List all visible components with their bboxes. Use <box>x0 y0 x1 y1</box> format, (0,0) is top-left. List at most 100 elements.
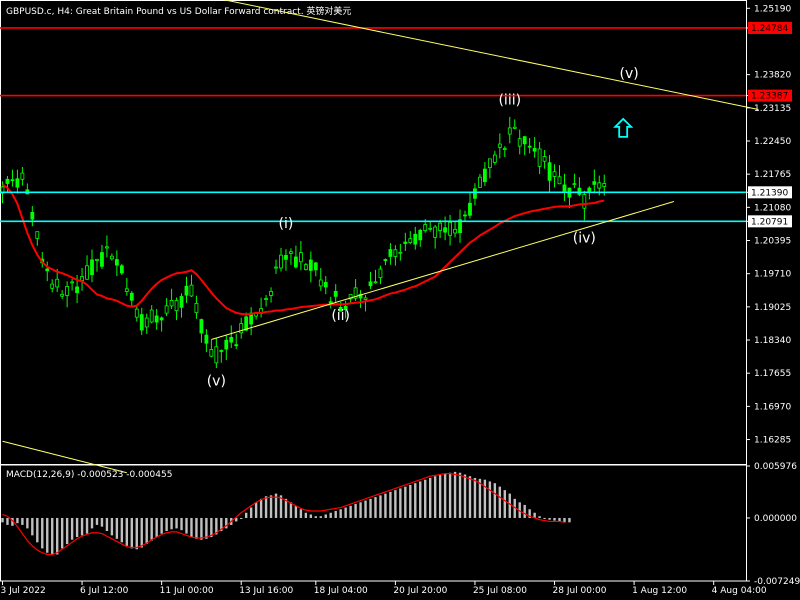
macd-histogram-bar <box>190 517 193 538</box>
candle-body <box>179 296 184 308</box>
macd-histogram-bar <box>508 493 511 518</box>
candle-body <box>30 211 35 220</box>
macd-histogram-bar <box>100 517 104 527</box>
macd-histogram-bar <box>443 473 447 518</box>
candle-body <box>264 298 268 300</box>
price-tick-label: 1.19025 <box>754 303 791 313</box>
macd-histogram-bar <box>354 504 357 518</box>
macd-histogram-bar <box>548 517 551 520</box>
candle-body <box>214 346 219 364</box>
candle-body <box>338 307 343 312</box>
macd-histogram-bar <box>404 486 407 518</box>
macd-histogram-bar <box>85 517 89 534</box>
level-price-tag <box>748 215 792 228</box>
candle-body <box>279 254 283 269</box>
price-tick-label: 1.16285 <box>754 436 791 446</box>
macd-histogram-bar <box>533 512 536 518</box>
macd-histogram-bar <box>463 474 467 518</box>
candle-body <box>219 350 224 352</box>
price-tick-label: 1.23820 <box>754 71 791 81</box>
macd-histogram-bar <box>394 490 397 518</box>
macd-histogram-bar <box>185 517 188 534</box>
macd-histogram-bar <box>110 517 114 536</box>
macd-histogram-bar <box>90 517 94 529</box>
candle-body <box>328 301 333 304</box>
macd-histogram-bar <box>279 495 283 518</box>
macd-histogram-bar <box>46 517 49 553</box>
candle-body <box>20 172 25 180</box>
macd-histogram-bar <box>135 517 138 550</box>
candle-body <box>154 315 159 323</box>
candle-body <box>110 255 114 260</box>
candle-body <box>333 290 338 297</box>
wave-label: (v) <box>620 66 639 82</box>
candle-body <box>10 179 15 182</box>
macd-histogram-bar <box>334 511 337 518</box>
price-tick-label: 1.21080 <box>754 203 791 213</box>
candle-body <box>50 283 55 289</box>
macd-histogram-bar <box>36 517 39 543</box>
macd-histogram-bar <box>379 495 382 518</box>
candle-body <box>448 221 452 236</box>
macd-histogram-bar <box>120 517 124 543</box>
macd-histogram-bar <box>51 517 54 555</box>
candle-body <box>482 168 487 183</box>
candle-body <box>95 258 99 261</box>
candle-body <box>55 278 60 288</box>
macd-histogram-bar <box>448 472 452 518</box>
macd-histogram-bar <box>55 517 59 555</box>
candle-body <box>418 229 423 241</box>
macd-histogram-bar <box>65 517 69 545</box>
macd-histogram-bar <box>339 509 342 518</box>
candle-body <box>189 284 194 297</box>
candle-body <box>542 156 547 162</box>
price-tick-label: 1.18340 <box>754 336 791 346</box>
price-tick-label: 1.22450 <box>754 137 791 147</box>
candle-body <box>199 319 204 334</box>
candle-body <box>388 249 393 257</box>
macd-histogram-bar <box>304 512 308 518</box>
candle-body <box>552 171 557 177</box>
candle-body <box>602 183 607 187</box>
candle-body <box>318 279 323 287</box>
candle-body <box>458 219 462 234</box>
macd-histogram-bar <box>458 472 462 518</box>
macd-histogram-bar <box>488 481 492 518</box>
candle-body <box>204 334 209 344</box>
macd-histogram-bar <box>125 517 129 546</box>
macd-histogram-bar <box>319 516 322 518</box>
candle-body <box>70 281 75 284</box>
macd-tick-label: -0.007249 <box>754 577 800 587</box>
macd-histogram-bar <box>60 517 64 549</box>
macd-histogram-bar <box>165 517 168 532</box>
candle-body <box>358 293 363 299</box>
macd-histogram-bar <box>105 517 109 532</box>
macd-histogram-bar <box>170 517 173 530</box>
macd-histogram-bar <box>349 505 352 518</box>
macd-histogram-bar <box>284 498 288 518</box>
candle-body <box>234 344 239 347</box>
macd-histogram-bar <box>205 517 208 539</box>
macd-histogram-bar <box>493 483 497 518</box>
candle-body <box>174 300 179 312</box>
macd-histogram-bar <box>215 517 218 535</box>
macd-histogram-bar <box>409 484 412 518</box>
macd-histogram-bar <box>384 493 387 518</box>
candle-body <box>239 323 244 334</box>
macd-histogram-bar <box>210 517 213 538</box>
time-tick-label: 6 Jul 12:00 <box>80 586 129 596</box>
macd-histogram-bar <box>269 495 273 518</box>
macd-histogram-bar <box>1 517 4 523</box>
candle-body <box>353 287 358 299</box>
level-price-tag <box>748 186 792 199</box>
level-price-tag <box>748 89 792 102</box>
macd-histogram-bar <box>414 483 417 518</box>
macd-histogram-bar <box>259 498 263 518</box>
candle-body <box>373 281 378 284</box>
macd-histogram-bar <box>329 512 332 518</box>
candle-body <box>289 251 293 254</box>
macd-histogram-bar <box>503 490 506 518</box>
macd-histogram-bar <box>364 500 367 518</box>
candle-body <box>497 143 502 148</box>
